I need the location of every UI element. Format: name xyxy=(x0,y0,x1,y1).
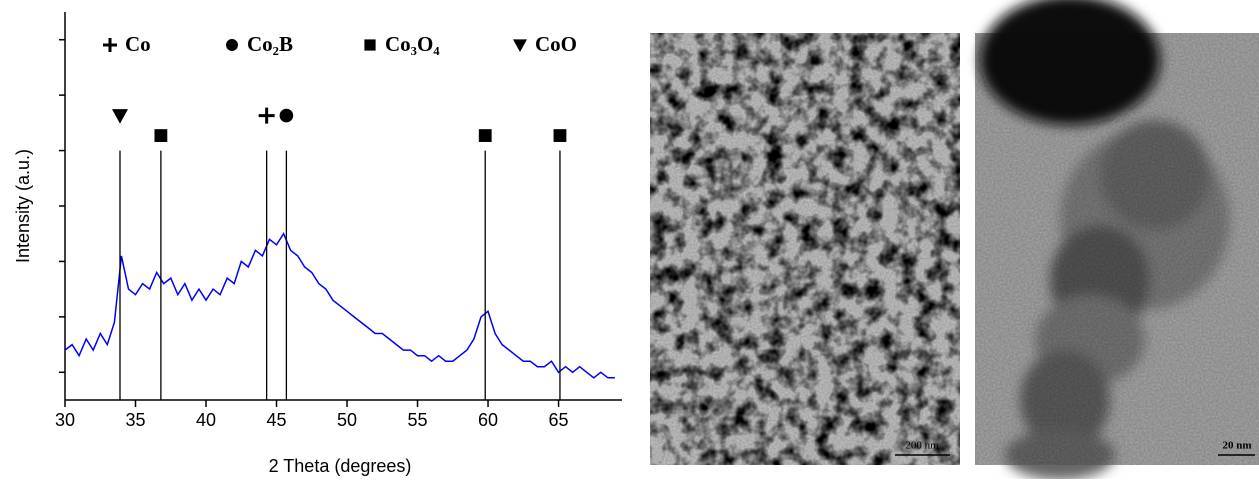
plus-marker xyxy=(258,107,275,124)
phase-marker xyxy=(513,39,527,52)
phase-marker xyxy=(226,39,238,51)
phase-marker xyxy=(364,39,376,51)
phase-marker xyxy=(553,129,567,142)
x-tick-label: 60 xyxy=(478,410,498,430)
x-tick-label: 65 xyxy=(549,410,569,430)
circle-marker xyxy=(226,39,238,51)
square-marker xyxy=(553,129,567,142)
scale-label: 200 nm xyxy=(905,440,939,452)
phase-marker xyxy=(103,38,117,52)
triangle-marker xyxy=(513,39,527,52)
x-axis-label: 2 Theta (degrees) xyxy=(269,456,412,476)
phase-marker xyxy=(279,108,294,123)
x-tick-label: 45 xyxy=(267,410,287,430)
legend-label: Co₃O₄ xyxy=(385,32,440,56)
tem-grain xyxy=(975,33,1259,465)
tem-grain xyxy=(650,33,960,465)
square-marker xyxy=(478,129,492,142)
xrd-line xyxy=(64,232,615,379)
tem-image-1: 200 nm xyxy=(650,33,960,465)
plus-marker xyxy=(103,38,117,52)
phase-marker xyxy=(478,129,492,142)
triangle-marker xyxy=(111,109,128,124)
legend-label: CoO xyxy=(535,32,577,56)
legend-label: Co xyxy=(125,32,151,56)
square-marker xyxy=(364,39,376,51)
y-axis-label: Intensity (a.u.) xyxy=(13,149,33,263)
x-tick-label: 30 xyxy=(55,410,75,430)
x-tick-label: 35 xyxy=(125,410,145,430)
scale-label: 20 nm xyxy=(1222,440,1251,452)
phase-marker xyxy=(111,109,128,124)
x-tick-label: 55 xyxy=(408,410,428,430)
x-tick-label: 50 xyxy=(337,410,357,430)
square-marker xyxy=(154,129,168,142)
xrd-plot: 2 Theta (degrees) Intensity (a.u.) 30 35 4… xyxy=(13,12,622,476)
x-tick-label: 40 xyxy=(196,410,216,430)
legend-label: Co₂B xyxy=(247,32,293,56)
phase-marker xyxy=(258,107,275,124)
circle-marker xyxy=(279,108,294,123)
tem-image-2: 20 nm xyxy=(975,0,1259,480)
phase-marker xyxy=(154,129,168,142)
